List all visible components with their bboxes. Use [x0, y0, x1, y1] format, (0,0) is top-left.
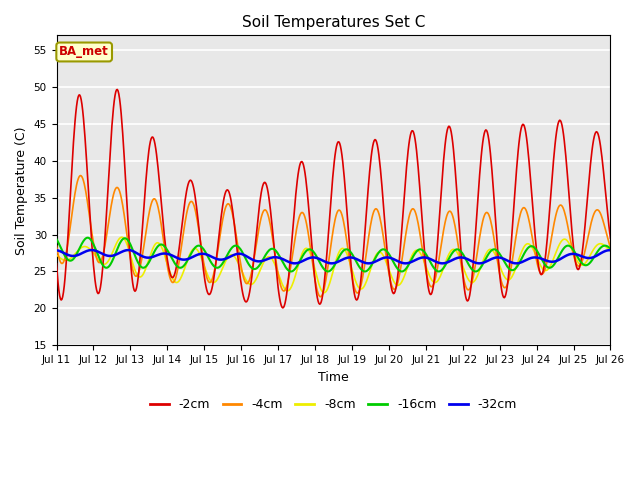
- Y-axis label: Soil Temperature (C): Soil Temperature (C): [15, 126, 28, 254]
- Text: BA_met: BA_met: [60, 46, 109, 59]
- X-axis label: Time: Time: [318, 371, 349, 384]
- Legend: -2cm, -4cm, -8cm, -16cm, -32cm: -2cm, -4cm, -8cm, -16cm, -32cm: [145, 394, 522, 417]
- Title: Soil Temperatures Set C: Soil Temperatures Set C: [242, 15, 425, 30]
